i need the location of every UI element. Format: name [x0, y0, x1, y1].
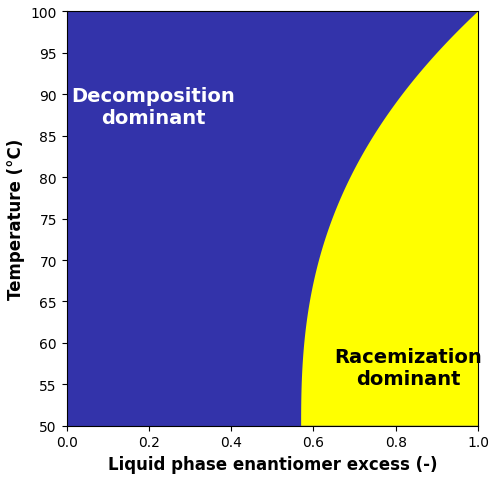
X-axis label: Liquid phase enantiomer excess (-): Liquid phase enantiomer excess (-) — [108, 455, 437, 473]
Text: Racemization
dominant: Racemization dominant — [334, 348, 482, 389]
Polygon shape — [301, 12, 478, 426]
Y-axis label: Temperature (°C): Temperature (°C) — [7, 139, 25, 300]
Text: Decomposition
dominant: Decomposition dominant — [71, 87, 235, 128]
